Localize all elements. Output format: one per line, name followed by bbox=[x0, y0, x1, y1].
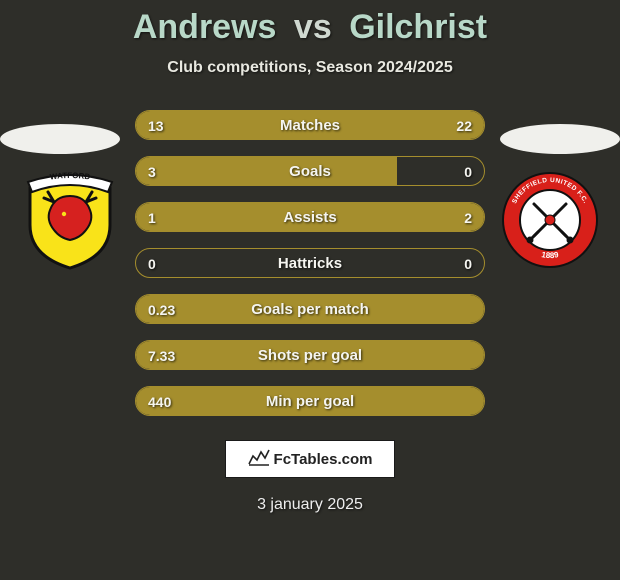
stat-bars: Matches1322Goals30Assists12Hattricks00Go… bbox=[135, 110, 485, 432]
player1-name: Andrews bbox=[133, 8, 277, 46]
stat-row: Min per goal440 bbox=[135, 386, 485, 416]
brand-text: FcTables.com bbox=[274, 451, 373, 468]
brand-icon bbox=[248, 448, 270, 471]
brand-box: FcTables.com bbox=[225, 440, 395, 478]
stat-row: Matches1322 bbox=[135, 110, 485, 140]
stat-row: Goals per match0.23 bbox=[135, 294, 485, 324]
stat-row: Shots per goal7.33 bbox=[135, 340, 485, 370]
stat-value-right: 0 bbox=[464, 157, 472, 186]
stat-label: Hattricks bbox=[136, 249, 484, 278]
left-ellipse bbox=[0, 124, 120, 154]
subtitle: Club competitions, Season 2024/2025 bbox=[0, 59, 620, 77]
stat-value-left: 0 bbox=[148, 249, 156, 278]
stat-row: Assists12 bbox=[135, 202, 485, 232]
player2-name: Gilchrist bbox=[349, 8, 487, 46]
stat-row: Goals30 bbox=[135, 156, 485, 186]
crest-left: WATFORD bbox=[20, 170, 120, 270]
stat-value-right: 0 bbox=[464, 249, 472, 278]
stat-row: Hattricks0 0 bbox=[135, 248, 485, 278]
svg-text:1889: 1889 bbox=[541, 250, 560, 260]
page-title: Andrews vs Gilchrist bbox=[0, 0, 620, 47]
crest-right: SHEFFIELD UNITED F.C. 1889 bbox=[500, 170, 600, 270]
date-text: 3 january 2025 bbox=[0, 496, 620, 514]
right-ellipse bbox=[500, 124, 620, 154]
vs-text: vs bbox=[294, 8, 332, 46]
comparison-stage: WATFORD bbox=[0, 110, 620, 450]
